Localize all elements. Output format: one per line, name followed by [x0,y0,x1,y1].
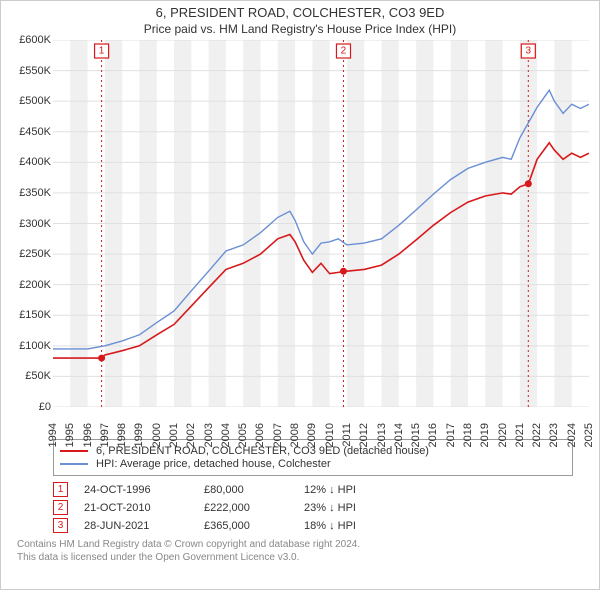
x-axis-tick-label: 2022 [531,423,543,447]
x-axis-tick-label: 2009 [306,423,318,447]
y-axis-tick-label: £300K [19,218,51,230]
y-axis-tick-label: £550K [19,65,51,77]
x-axis-tick-label: 2010 [324,423,336,447]
chart-svg: 1 2 3 [53,40,589,407]
y-axis-tick-label: £50K [25,370,51,382]
y-axis-tick-label: £600K [19,34,51,46]
x-axis-tick-label: 2001 [168,423,180,447]
svg-text:2: 2 [341,46,347,57]
chart-title: 6, PRESIDENT ROAD, COLCHESTER, CO3 9ED [7,5,593,20]
legend-swatch [60,463,88,465]
legend-swatch [60,450,88,452]
x-axis-tick-label: 2023 [548,423,560,447]
sale-marker-box: 1 [53,482,68,497]
plot-region: 1 2 3 [53,40,589,407]
y-axis-labels: £0£50K£100K£150K£200K£250K£300K£350K£400… [7,40,53,407]
chart-area: £0 £50K £100K £150K £200K £250K £300K £350K £400… [7,40,593,435]
footer-attribution: Contains HM Land Registry data © Crown c… [17,539,593,564]
x-axis-tick-label: 2018 [462,423,474,447]
sale-delta: 23% ↓ HPI [304,502,424,514]
x-axis-tick-label: 2004 [220,423,232,447]
x-axis-tick-label: 1996 [82,423,94,447]
x-axis-tick-label: 2000 [151,423,163,447]
svg-text:1: 1 [99,46,105,57]
y-axis-tick-label: £250K [19,248,51,260]
x-axis-tick-label: 2002 [185,423,197,447]
x-axis-tick-label: 2008 [289,423,301,447]
x-axis-tick-label: 1997 [99,423,111,447]
sale-price: £365,000 [204,520,304,532]
sale-row: 3 28-JUN-2021£365,00018% ↓ HPI [53,518,573,533]
y-axis-tick-label: £200K [19,279,51,291]
legend-label: HPI: Average price, detached house, Colc… [96,458,331,470]
sale-row: 1 24-OCT-1996£80,00012% ↓ HPI [53,482,573,497]
x-axis-tick-label: 2019 [479,423,491,447]
x-axis-tick-label: 2021 [514,423,526,447]
x-axis-tick-label: 1999 [133,423,145,447]
x-axis-tick-label: 2003 [203,423,215,447]
sale-marker-box: 3 [53,518,68,533]
footer-line-1: Contains HM Land Registry data © Crown c… [17,539,593,552]
sale-date: 21-OCT-2010 [84,502,204,514]
x-axis-tick-label: 2006 [254,423,266,447]
x-axis-tick-label: 2024 [566,423,578,447]
x-axis-labels: 1994199519961997199819992000200120022003… [53,407,589,435]
legend-item: HPI: Average price, detached house, Colc… [60,458,566,470]
x-axis-tick-label: 2017 [445,423,457,447]
y-axis-tick-label: £0 [39,401,51,413]
sale-delta: 12% ↓ HPI [304,484,424,496]
svg-text:3: 3 [526,46,532,57]
x-axis-tick-label: 2012 [358,423,370,447]
x-axis-tick-label: 2025 [583,423,595,447]
x-axis-tick-label: 2011 [341,423,353,447]
x-axis-tick-label: 2016 [427,423,439,447]
sale-price: £222,000 [204,502,304,514]
x-axis-tick-label: 1995 [64,423,76,447]
footer-line-2: This data is licensed under the Open Gov… [17,552,593,565]
y-axis-tick-label: £100K [19,340,51,352]
chart-container: 6, PRESIDENT ROAD, COLCHESTER, CO3 9ED P… [0,0,600,590]
sale-delta: 18% ↓ HPI [304,520,424,532]
titles: 6, PRESIDENT ROAD, COLCHESTER, CO3 9ED P… [7,5,593,36]
x-axis-tick-label: 1998 [116,423,128,447]
chart-subtitle: Price paid vs. HM Land Registry's House … [7,22,593,36]
y-axis-tick-label: £150K [19,309,51,321]
x-axis-tick-label: 2007 [272,423,284,447]
x-axis-tick-label: 2015 [410,423,422,447]
x-axis-tick-label: 1994 [47,423,59,447]
sale-price: £80,000 [204,484,304,496]
x-axis-tick-label: 2014 [393,423,405,447]
y-axis-tick-label: £500K [19,95,51,107]
sale-marker-box: 2 [53,500,68,515]
sale-date: 28-JUN-2021 [84,520,204,532]
y-axis-tick-label: £350K [19,187,51,199]
x-axis-tick-label: 2020 [497,423,509,447]
sales-table: 1 24-OCT-1996£80,00012% ↓ HPI 2 21-OCT-2010… [53,482,573,533]
sale-date: 24-OCT-1996 [84,484,204,496]
sale-row: 2 21-OCT-2010£222,00023% ↓ HPI [53,500,573,515]
x-axis-tick-label: 2013 [376,423,388,447]
y-axis-tick-label: £450K [19,126,51,138]
y-axis-tick-label: £400K [19,156,51,168]
x-axis-tick-label: 2005 [237,423,249,447]
